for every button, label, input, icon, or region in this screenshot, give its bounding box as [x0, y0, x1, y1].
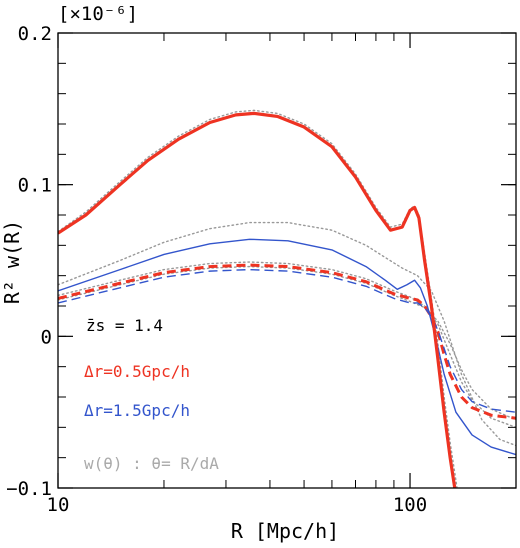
series-line-1 [58, 109, 458, 488]
legend-entry-2: w(θ) : θ= R/dA [84, 454, 219, 473]
y-tick-label: −0.1 [6, 478, 52, 500]
y-tick-label: 0 [41, 326, 52, 348]
x-axis-title: R [Mpc/h] [231, 519, 339, 543]
redshift-annotation: z̄s = 1.4 [86, 316, 163, 335]
x-tick-label: 100 [393, 494, 427, 516]
legend-entry-1: Δr=1.5Gpc/h [84, 401, 190, 420]
series-line-7 [58, 265, 516, 421]
y-tick-label: 0.1 [18, 175, 52, 197]
series-line-4 [58, 238, 516, 456]
series-line-5 [58, 221, 516, 447]
series-line-0 [58, 111, 457, 488]
ticks-layer: 10 100 −0.1 0 0.1 0.2 [6, 23, 517, 516]
legend: Δr=0.5Gpc/h Δr=1.5Gpc/h w(θ) : θ= R/dA [84, 362, 219, 473]
y-axis-title: R² w(R) [0, 220, 24, 304]
series-line-3 [58, 261, 516, 429]
series-line-2 [58, 263, 516, 420]
x-tick-label: 10 [47, 494, 70, 516]
series-line-6 [58, 268, 516, 413]
plot-frame [57, 32, 517, 489]
legend-entry-0: Δr=0.5Gpc/h [84, 362, 190, 381]
y-axis-multiplier-label: [×10⁻⁶] [58, 3, 138, 25]
y-tick-label: 0.2 [18, 23, 52, 45]
series-layer [58, 109, 516, 488]
